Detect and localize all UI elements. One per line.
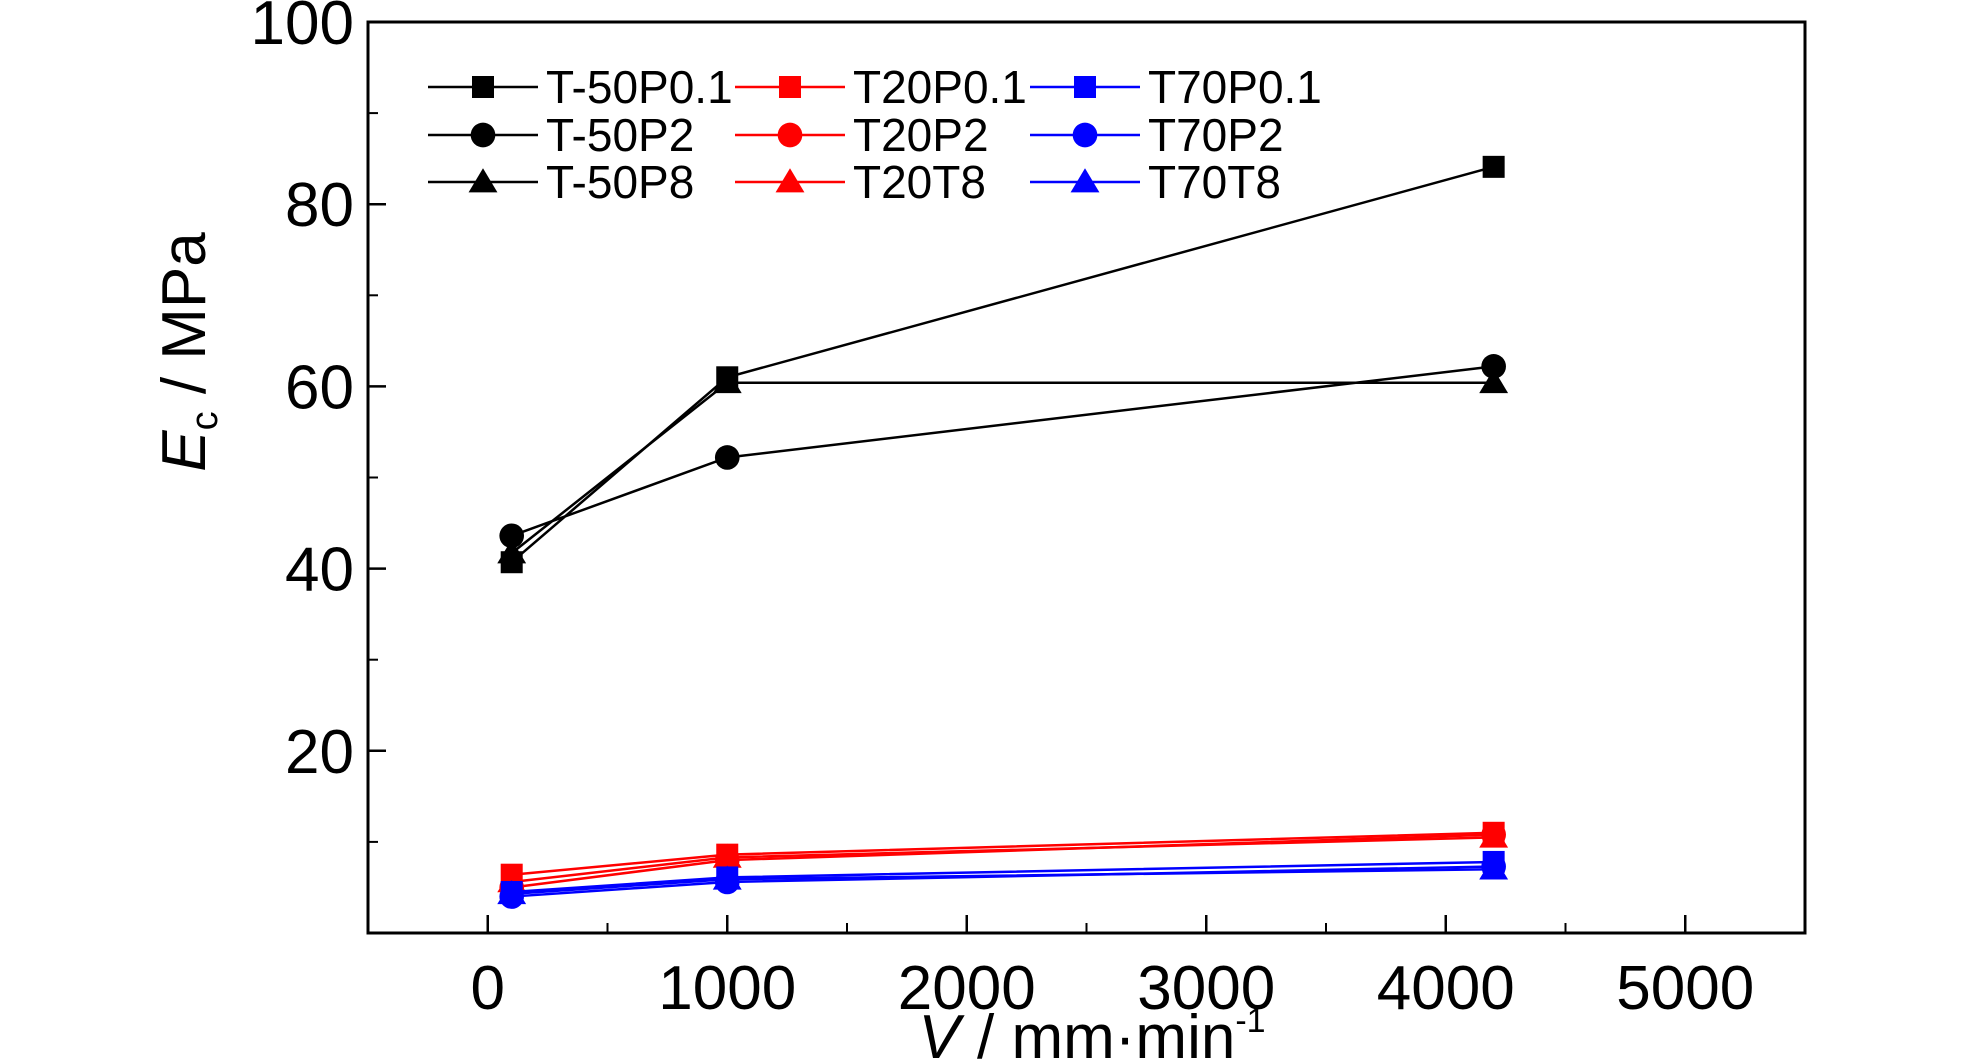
y-tick-label: 60 — [285, 353, 354, 422]
x-tick-label: 2000 — [898, 954, 1036, 1023]
data-point — [1481, 354, 1506, 379]
legend-label: T70P0.1 — [1148, 61, 1322, 113]
data-point — [1479, 855, 1509, 880]
legend-item: T70P0.1 — [1030, 61, 1322, 113]
x-tick-label: 3000 — [1137, 954, 1275, 1023]
x-axis-separator: / — [960, 1003, 1012, 1063]
y-axis-variable-subscript: c — [184, 411, 226, 430]
data-point — [497, 880, 527, 905]
series-line — [511, 365, 1494, 537]
legend-marker — [779, 76, 801, 98]
legend-marker — [1070, 168, 1100, 193]
series-T-50P2 — [499, 354, 1506, 549]
series-line — [510, 165, 1494, 564]
legend-marker — [472, 76, 494, 98]
legend-item: T20T8 — [735, 156, 986, 208]
x-axis-unit: mm·min — [1011, 1003, 1235, 1063]
legend-item: T20P2 — [735, 109, 989, 161]
series-line — [510, 381, 1494, 555]
x-tick-label: 4000 — [1377, 954, 1515, 1023]
legend-marker — [468, 168, 498, 193]
legend-marker — [1074, 76, 1096, 98]
data-point — [712, 369, 742, 394]
series-T-50P0.1 — [500, 155, 1505, 574]
data-series — [497, 155, 1509, 909]
legend-label: T-50P2 — [546, 109, 694, 161]
legend-item: T20P0.1 — [735, 61, 1027, 113]
y-tick-label: 20 — [285, 718, 354, 787]
y-axis-variable: E — [150, 430, 219, 472]
legend-item: T-50P0.1 — [428, 61, 733, 113]
data-point — [712, 865, 742, 890]
data-point — [712, 843, 742, 868]
legend-marker — [470, 122, 496, 148]
data-point — [1479, 369, 1509, 394]
legend-marker — [777, 122, 803, 148]
data-point — [1482, 155, 1505, 178]
legend-label: T70P2 — [1148, 109, 1284, 161]
legend-item: T70T8 — [1030, 156, 1281, 208]
series-T-50P8 — [497, 369, 1509, 564]
x-tick-label: 1000 — [658, 954, 796, 1023]
legend-label: T-50P0.1 — [546, 61, 733, 113]
plot-frame — [366, 20, 1807, 935]
legend-item: T-50P8 — [428, 156, 694, 208]
x-axis-variable: V — [918, 1003, 965, 1063]
legend-label: T70T8 — [1148, 156, 1281, 208]
legend-marker — [1072, 122, 1098, 148]
y-axis-unit: MPa — [150, 232, 219, 360]
legend-marker — [775, 168, 805, 193]
data-point — [497, 539, 527, 564]
legend-item: T-50P2 — [428, 109, 694, 161]
x-axis-title: V / mm·min-1 — [918, 1002, 1265, 1063]
data-point — [1479, 823, 1509, 848]
y-tick-label: 100 — [251, 0, 354, 58]
x-axis-unit-exponent: -1 — [1235, 1002, 1265, 1040]
data-point — [499, 523, 525, 549]
series-T70T8 — [497, 855, 1509, 905]
legend-label: T20P2 — [853, 109, 989, 161]
axis-ticks: 0 1000 2000 3000 4000 5000 20 40 60 80 100 — [251, 0, 1755, 1023]
legend-item: T70P2 — [1030, 109, 1284, 161]
y-axis-title: Ec / MPa — [150, 232, 226, 472]
x-tick-label: 0 — [471, 954, 505, 1023]
legend-label: T20T8 — [853, 156, 986, 208]
y-tick-label: 80 — [285, 171, 354, 240]
legend-label: T20P0.1 — [853, 61, 1027, 113]
legend-label: T-50P8 — [546, 156, 694, 208]
data-point — [714, 445, 740, 470]
x-tick-label: 5000 — [1616, 954, 1754, 1023]
y-tick-label: 40 — [285, 536, 354, 605]
y-axis-separator: / — [150, 360, 219, 412]
